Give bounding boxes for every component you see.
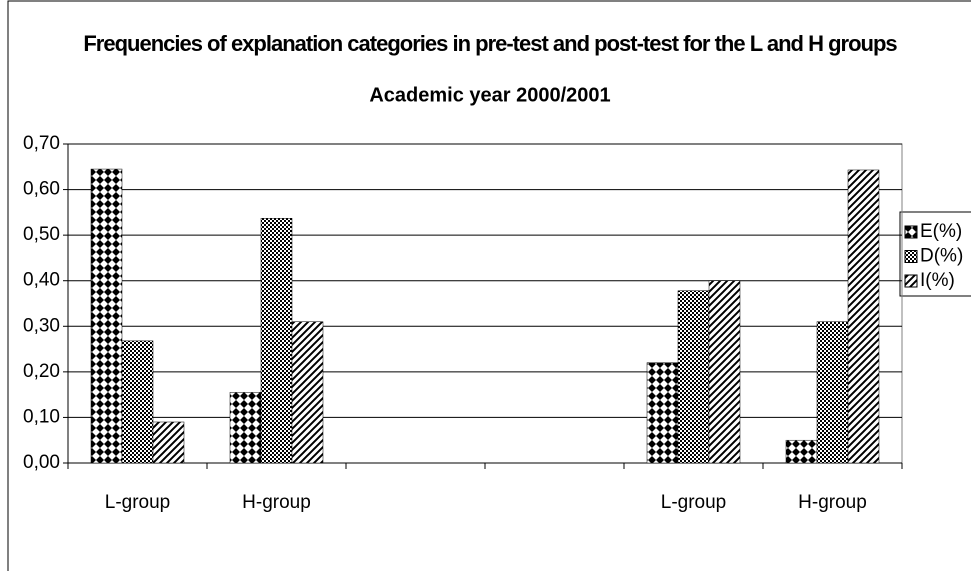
x-tick-label: L-group: [661, 492, 727, 513]
y-tick-label: 0,00: [23, 452, 60, 473]
legend-swatch: [904, 225, 918, 239]
y-tick-label: 0,70: [23, 133, 60, 154]
y-tick-label: 0,50: [23, 224, 60, 245]
bar: [291, 321, 324, 464]
x-tick-label: L-group: [105, 492, 171, 513]
y-tick-label: 0,40: [23, 270, 60, 291]
frame: [7, 0, 971, 571]
legend-swatch: [904, 250, 918, 263]
bar: [816, 321, 849, 464]
bar: [152, 421, 185, 464]
x-tick-label: H-group: [798, 492, 867, 513]
x-tick-label: H-group: [242, 492, 311, 513]
bar: [785, 439, 818, 464]
legend-label: I(%): [920, 270, 955, 291]
chart-subtitle: Academic year 2000/2001: [369, 84, 610, 106]
bar: [847, 169, 880, 464]
y-tick-label: 0,20: [23, 361, 60, 382]
bar: [90, 168, 123, 464]
legend-label: E(%): [920, 221, 962, 242]
y-tick-label: 0,60: [23, 179, 60, 200]
legend-label: D(%): [920, 246, 963, 267]
bar: [708, 280, 741, 464]
chart-title: Frequencies of explanation categories in…: [83, 31, 897, 56]
plot-area: [67, 143, 903, 464]
bar: [229, 392, 262, 464]
bar: [121, 340, 154, 464]
y-tick-label: 0,30: [23, 315, 60, 336]
bar: [646, 362, 679, 464]
y-tick-label: 0,10: [23, 406, 60, 427]
bar: [677, 290, 710, 464]
bar: [260, 218, 293, 464]
legend-swatch: [904, 274, 918, 288]
